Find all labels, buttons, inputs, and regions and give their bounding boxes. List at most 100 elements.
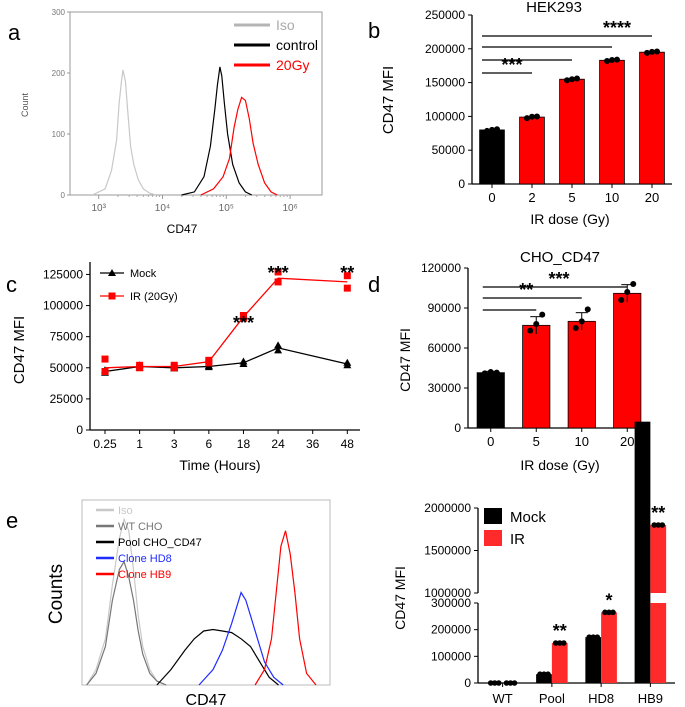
data-point [534,113,540,120]
data-point [654,48,660,55]
data-point [101,355,109,363]
x-tick-label: WT [493,691,513,706]
bar [613,292,642,429]
histogram-iso [92,69,157,196]
significance-label: *** [548,269,569,289]
y-tick-label: 0 [458,177,465,191]
y-axis-label: CD47 MFI [392,566,408,630]
bar-ir [551,643,568,683]
x-tick-label: 6 [206,437,213,451]
bar [599,59,625,185]
y-tick-label: 200000 [431,623,471,637]
data-point [136,361,144,369]
y-tick-label: 2000000 [424,501,471,515]
x-axis-label: IR dose (Gy) [520,457,599,473]
x-tick-label: 24 [271,437,285,451]
y-tick-label: 125000 [43,267,83,281]
y-tick-label: 50000 [432,143,466,157]
data-point [539,311,546,318]
y-tick-label: 150000 [425,76,465,90]
data-point [491,680,498,686]
legend-label: WT CHO [118,521,163,533]
bar-ir [601,612,617,683]
x-tick-label: 5 [568,190,575,205]
y-tick-label: 100000 [425,109,465,123]
y-tick-label: 100000 [431,649,471,663]
bar [519,116,545,185]
bar [567,320,596,429]
y-tick-label: 30000 [428,381,462,395]
x-tick-label: 10³ [91,203,106,214]
data-point [487,680,494,686]
bar-mock [536,674,552,683]
data-point [524,115,530,122]
data-point [639,600,646,606]
data-point [537,671,543,677]
x-tick-label: 10⁴ [155,203,170,214]
data-point [503,680,510,686]
data-point [205,356,213,364]
x-tick-label: 2 [528,190,535,205]
y-axis-label: CD47 MFI [11,316,28,384]
bar [476,372,505,429]
chart-title: HEK293 [526,0,582,16]
data-point [239,357,248,365]
x-tick-label: 10 [605,190,619,205]
x-tick-label: 5 [533,434,540,449]
data-point [574,75,580,82]
legend-label: 20Gy [276,57,309,73]
bar-ir-upper [650,525,667,593]
y-tick-label: 50000 [50,361,84,375]
legend-label: Mock [130,268,157,280]
legend-label: IR [510,531,525,548]
data-point [564,77,570,84]
x-tick-label: 10 [575,434,589,449]
y-tick-label: 300000 [431,596,471,610]
legend-marker [108,292,116,300]
x-tick-label: HD8 [588,691,614,706]
legend-label: Iso [118,505,133,517]
data-point [507,680,514,686]
data-point [594,634,601,640]
x-axis-label: IR dose (Gy) [530,211,609,227]
data-point [651,522,658,528]
data-point [644,49,650,56]
x-axis-label: CD47 [186,692,227,707]
data-point [606,609,612,616]
data-point [494,126,500,133]
data-point [655,522,662,528]
y-tick-label: 0 [76,423,83,437]
data-point [545,671,551,677]
significance-label: ** [519,280,533,300]
data-point [274,341,283,349]
data-point [635,600,642,606]
legend-swatch [484,530,502,546]
y-tick-label: 100000 [43,299,83,313]
y-axis-label: CD47 MFI [397,328,413,392]
x-tick-label: 0 [488,190,495,205]
y-axis-label: Count [20,93,30,118]
plot-frame [69,11,323,196]
x-tick-label: 0.25 [93,437,117,451]
data-point [529,113,535,120]
x-tick-label: 36 [306,437,320,451]
y-axis-label: Counts [46,564,67,624]
significance-label: *** [233,313,254,333]
data-point [489,126,495,133]
data-point [493,369,500,376]
y-tick-label: 25000 [50,392,84,406]
y-tick-label: 0 [454,421,461,435]
histogram-wt-cho [86,560,167,686]
data-point [343,284,351,292]
chart-title: CHO_CD47 [520,249,600,266]
x-tick-label: 20 [645,190,659,205]
x-axis-label: CD47 [167,222,198,236]
x-tick-label: 18 [237,437,251,451]
data-point [239,312,247,320]
histogram-control [181,66,253,196]
panel-label-e: e [6,508,18,533]
y-tick-label: 90000 [428,301,462,315]
data-point [614,56,620,63]
data-point [495,680,502,686]
